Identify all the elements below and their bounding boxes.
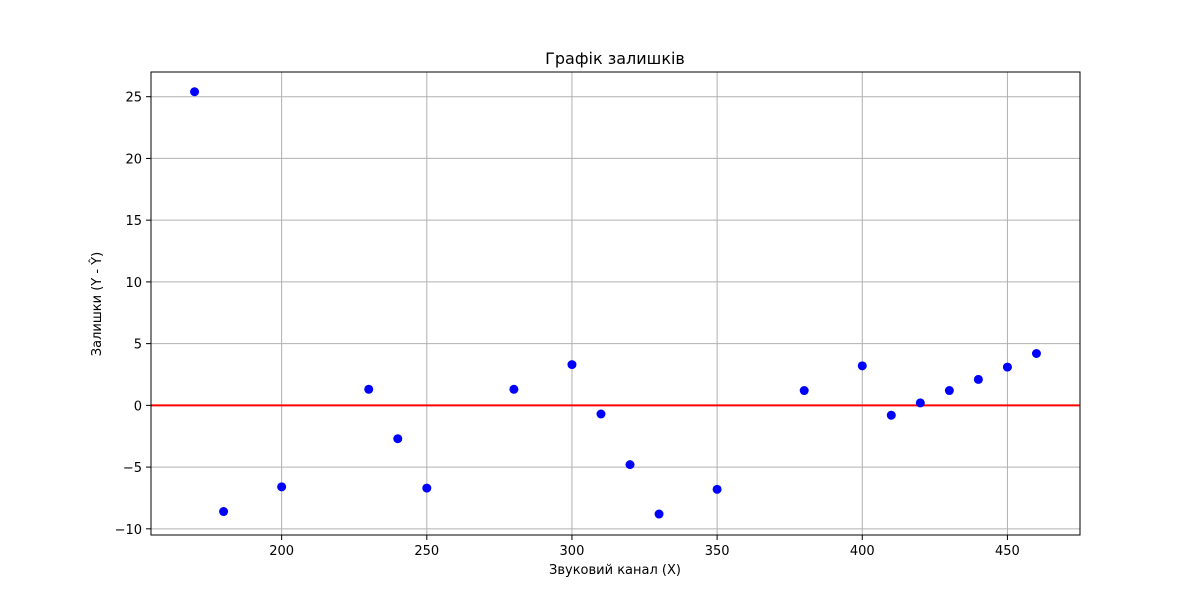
data-point [799, 386, 809, 396]
data-point [393, 434, 403, 444]
y-tick-label: 15 [125, 214, 142, 229]
y-tick-label: 25 [125, 91, 142, 106]
data-point [277, 482, 287, 492]
x-tick-label: 450 [995, 544, 1020, 559]
grid-lines [151, 72, 1080, 535]
data-point [1031, 349, 1041, 359]
y-axis-ticks: −10 −5 0 5 10 15 20 25 [115, 91, 151, 538]
data-points [190, 87, 1041, 519]
chart-title: Графік залишків [545, 49, 685, 68]
data-point [973, 374, 983, 384]
data-point [1002, 362, 1012, 372]
plot-frame [150, 71, 1081, 536]
data-point [944, 386, 954, 396]
y-axis-label: Залишки (Y - Ŷ) [89, 252, 105, 356]
x-axis-label: Звуковий канал (X) [549, 563, 681, 578]
data-point [364, 384, 374, 394]
data-point [625, 460, 635, 470]
x-tick-label: 300 [560, 544, 585, 559]
data-point [190, 87, 200, 97]
data-point [886, 410, 896, 420]
y-tick-label: 20 [125, 152, 142, 167]
data-point [567, 360, 577, 370]
y-tick-label: −10 [115, 523, 142, 538]
y-tick-label: −5 [123, 461, 142, 476]
y-tick-label: 5 [134, 338, 142, 353]
x-axis-ticks: 200 250 300 350 400 450 [269, 535, 1020, 559]
data-point [509, 384, 519, 394]
x-tick-label: 400 [850, 544, 875, 559]
data-point [712, 484, 722, 494]
x-tick-label: 250 [414, 544, 439, 559]
x-tick-label: 200 [269, 544, 294, 559]
x-tick-label: 350 [705, 544, 730, 559]
data-point [654, 509, 664, 519]
data-point [219, 507, 229, 517]
data-point [596, 409, 606, 419]
data-point [422, 483, 432, 493]
data-point [915, 398, 925, 408]
y-tick-label: 10 [125, 276, 142, 291]
y-tick-label: 0 [134, 399, 142, 414]
data-point [857, 361, 867, 371]
